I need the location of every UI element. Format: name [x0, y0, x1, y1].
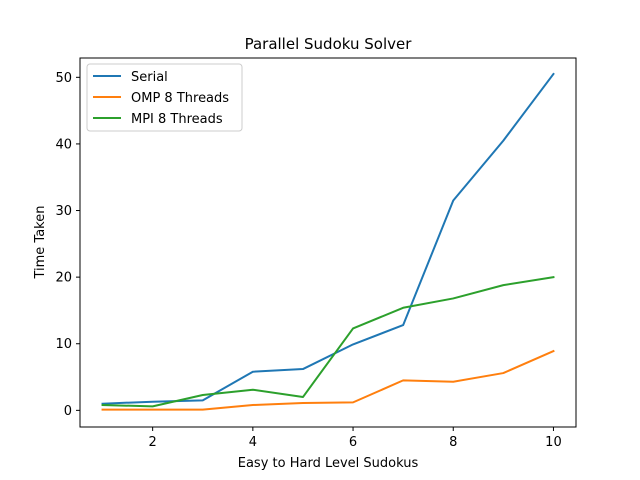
y-tick-label: 10 — [55, 337, 72, 352]
x-axis-label: Easy to Hard Level Sudokus — [238, 456, 419, 471]
x-tick-label: 10 — [545, 435, 562, 450]
legend-label: OMP 8 Threads — [131, 91, 229, 106]
chart-title: Parallel Sudoku Solver — [245, 35, 413, 53]
series-line-1 — [101, 349, 555, 411]
x-tick-label: 4 — [249, 435, 257, 450]
series-line-2 — [101, 275, 555, 408]
y-tick-label: 30 — [55, 204, 72, 219]
axis-ticks: 2 4 6 8 10 0 10 20 30 40 50 — [55, 71, 561, 450]
legend-label: Serial — [131, 70, 168, 85]
y-tick-label: 20 — [55, 271, 72, 286]
x-tick-label: 8 — [449, 435, 457, 450]
y-axis-label: Time Taken — [33, 205, 48, 279]
series-lines — [101, 72, 555, 411]
y-tick-label: 0 — [64, 404, 72, 419]
x-tick-label: 2 — [149, 435, 157, 450]
legend-frame — [86, 63, 243, 132]
y-tick-label: 40 — [55, 137, 72, 152]
x-tick-label: 6 — [349, 435, 357, 450]
y-tick-label: 50 — [55, 71, 72, 86]
legend: Serial OMP 8 Threads MPI 8 Threads — [86, 63, 243, 132]
plot-frame — [79, 57, 577, 428]
legend-label: MPI 8 Threads — [131, 112, 223, 127]
